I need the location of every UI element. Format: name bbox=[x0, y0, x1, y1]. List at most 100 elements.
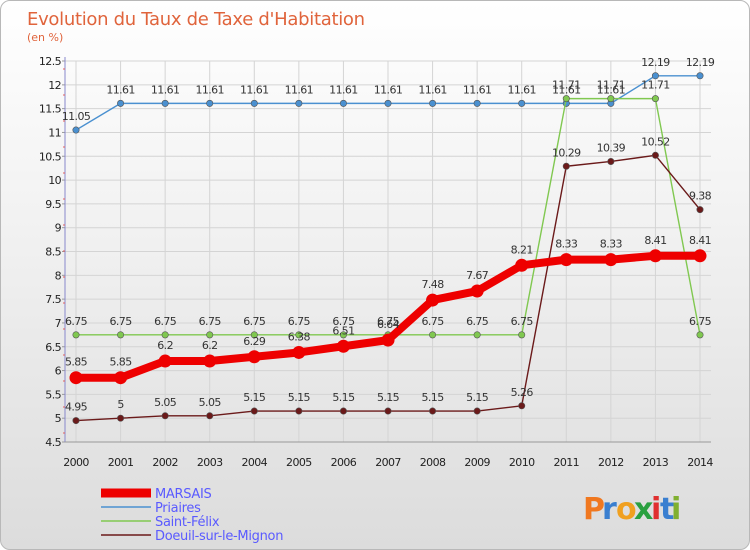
x-tick-label: 2006 bbox=[331, 456, 357, 469]
logo-letter: o bbox=[616, 492, 637, 527]
y-tick-label: 10 bbox=[48, 174, 61, 187]
data-point bbox=[339, 407, 347, 415]
data-label: 6.75 bbox=[466, 315, 489, 328]
legend-label: MARSAIS bbox=[155, 487, 212, 502]
logo-letter: t bbox=[660, 492, 674, 527]
data-label: 10.52 bbox=[641, 135, 670, 148]
x-tick-label: 2002 bbox=[152, 456, 178, 469]
data-point bbox=[69, 371, 83, 385]
data-point bbox=[247, 350, 261, 364]
y-tick-label: 5 bbox=[55, 412, 62, 425]
logo-letter: i bbox=[671, 492, 681, 527]
x-tick-label: 2011 bbox=[553, 456, 579, 469]
data-point bbox=[429, 331, 437, 339]
data-label: 11.61 bbox=[195, 83, 224, 96]
data-point bbox=[295, 407, 303, 415]
data-label: 6.75 bbox=[154, 315, 177, 328]
data-label: 5.85 bbox=[65, 356, 88, 369]
data-label: 11.61 bbox=[285, 83, 314, 96]
data-point bbox=[292, 345, 306, 359]
y-tick-label: 5.5 bbox=[45, 388, 61, 401]
data-point bbox=[206, 331, 214, 339]
data-point bbox=[250, 99, 258, 107]
data-point bbox=[518, 99, 526, 107]
data-label: 6.75 bbox=[65, 315, 88, 328]
data-label: 6.75 bbox=[332, 315, 355, 328]
data-label: 6.64 bbox=[377, 318, 400, 331]
data-point bbox=[607, 157, 615, 165]
logo-letter: P bbox=[583, 492, 605, 527]
y-tick-label: 11.5 bbox=[39, 103, 62, 116]
data-label: 6.75 bbox=[110, 315, 133, 328]
x-tick-label: 2000 bbox=[63, 456, 89, 469]
x-tick-label: 2005 bbox=[286, 456, 312, 469]
data-label: 11.61 bbox=[552, 83, 581, 96]
data-label: 7.48 bbox=[422, 278, 445, 291]
data-label: 6.75 bbox=[422, 315, 445, 328]
data-point bbox=[250, 331, 258, 339]
logo-letter: r bbox=[602, 492, 617, 527]
y-tick-label: 7 bbox=[55, 317, 62, 330]
data-point bbox=[651, 151, 659, 159]
data-point bbox=[518, 402, 526, 410]
x-tick-label: 2014 bbox=[687, 456, 713, 469]
data-label: 6.75 bbox=[689, 315, 712, 328]
data-point bbox=[72, 417, 80, 425]
y-tick-label: 6.5 bbox=[45, 341, 61, 354]
data-point bbox=[473, 407, 481, 415]
data-label: 5.15 bbox=[466, 391, 489, 404]
data-label: 5.15 bbox=[288, 391, 311, 404]
data-point bbox=[429, 407, 437, 415]
logo-letter: x bbox=[634, 492, 653, 527]
series-layer bbox=[69, 72, 707, 425]
data-label: 11.61 bbox=[597, 83, 626, 96]
data-label: 6.2 bbox=[157, 339, 173, 352]
data-label: 11.71 bbox=[641, 79, 670, 92]
data-label: 12.19 bbox=[686, 56, 715, 69]
data-point bbox=[429, 99, 437, 107]
y-tick-label: 12 bbox=[48, 79, 61, 92]
data-point bbox=[648, 249, 662, 263]
data-label: 8.41 bbox=[689, 234, 711, 247]
data-point bbox=[72, 126, 80, 134]
data-label: 5.26 bbox=[511, 386, 534, 399]
x-tick-label: 2008 bbox=[420, 456, 446, 469]
data-label: 5.15 bbox=[332, 391, 355, 404]
y-tick-label: 8.5 bbox=[45, 246, 61, 259]
data-labels: 5.85 5.85 6.2 6.2 6.29 6.38 6.51 6.64 7.48 7.67 8.… bbox=[62, 56, 716, 414]
data-label: 11.61 bbox=[240, 83, 269, 96]
data-point bbox=[203, 354, 217, 368]
data-point bbox=[384, 407, 392, 415]
y-tick-label: 6 bbox=[55, 365, 62, 378]
data-point bbox=[473, 99, 481, 107]
legend-label: Saint-Félix bbox=[155, 515, 220, 530]
legend: MARSAISPriairesSaint-FélixDoeuil-sur-le-… bbox=[101, 487, 284, 544]
x-tick-label: 2001 bbox=[108, 456, 134, 469]
data-point bbox=[295, 99, 303, 107]
data-label: 11.71 bbox=[597, 79, 626, 92]
x-tick-label: 2003 bbox=[197, 456, 223, 469]
data-point bbox=[161, 412, 169, 420]
data-label: 6.75 bbox=[288, 315, 311, 328]
data-point bbox=[117, 331, 125, 339]
data-point bbox=[559, 253, 573, 267]
data-point bbox=[426, 293, 440, 307]
data-point bbox=[562, 95, 570, 103]
data-point bbox=[515, 258, 529, 272]
data-label: 8.33 bbox=[555, 238, 578, 251]
legend-label: Doeuil-sur-le-Mignon bbox=[155, 529, 283, 544]
data-point bbox=[72, 331, 80, 339]
data-label: 11.61 bbox=[418, 83, 447, 96]
data-label: 8.41 bbox=[644, 234, 666, 247]
data-label: 11.61 bbox=[106, 83, 135, 96]
y-tick-label: 9 bbox=[55, 222, 62, 235]
data-label: 11.61 bbox=[507, 83, 536, 96]
legend-label: Priaires bbox=[155, 501, 201, 516]
y-tick-label: 8 bbox=[55, 269, 62, 282]
data-label: 11.61 bbox=[329, 83, 358, 96]
x-tick-label: 2007 bbox=[375, 456, 401, 469]
data-point bbox=[295, 331, 303, 339]
y-tick-label: 4.5 bbox=[45, 436, 61, 449]
